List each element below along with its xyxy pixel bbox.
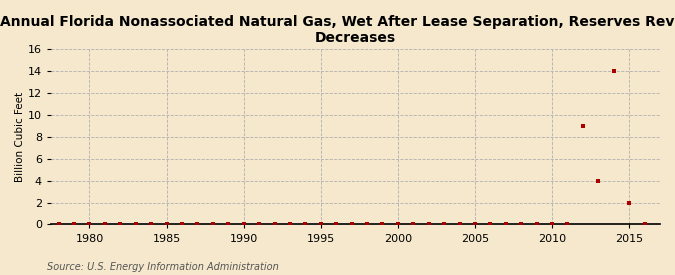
Point (285, 222, 296, 227)
Point (223, 222, 234, 227)
Point (639, 222, 650, 227)
Point (500, 222, 511, 227)
Point (392, 222, 403, 227)
Point (146, 222, 157, 227)
Point (177, 222, 188, 227)
Point (485, 222, 495, 227)
Point (130, 222, 141, 227)
Point (300, 222, 310, 227)
Point (439, 222, 450, 227)
Point (207, 222, 218, 227)
Point (562, 222, 573, 227)
Point (408, 222, 418, 227)
Point (192, 222, 202, 227)
Point (238, 222, 249, 227)
Point (578, 124, 589, 128)
Point (531, 222, 542, 227)
Point (99, 222, 110, 227)
Y-axis label: Billion Cubic Feet: Billion Cubic Feet (15, 92, 25, 182)
Point (547, 222, 558, 227)
Point (331, 222, 342, 227)
Point (69, 222, 80, 227)
Point (624, 200, 634, 205)
Point (362, 222, 373, 227)
Title: Annual Florida Nonassociated Natural Gas, Wet After Lease Separation, Reserves R: Annual Florida Nonassociated Natural Gas… (0, 15, 675, 45)
Point (516, 222, 526, 227)
Point (346, 222, 357, 227)
Point (254, 222, 265, 227)
Point (377, 222, 388, 227)
Point (38, 222, 49, 227)
Point (315, 222, 326, 227)
Point (53, 222, 64, 227)
Point (84, 222, 95, 227)
Point (423, 222, 434, 227)
Point (115, 222, 126, 227)
Point (593, 178, 603, 183)
Point (454, 222, 465, 227)
Point (269, 222, 280, 227)
Point (470, 222, 481, 227)
Text: Source: U.S. Energy Information Administration: Source: U.S. Energy Information Administ… (47, 262, 279, 272)
Point (161, 222, 172, 227)
Point (608, 69, 619, 73)
